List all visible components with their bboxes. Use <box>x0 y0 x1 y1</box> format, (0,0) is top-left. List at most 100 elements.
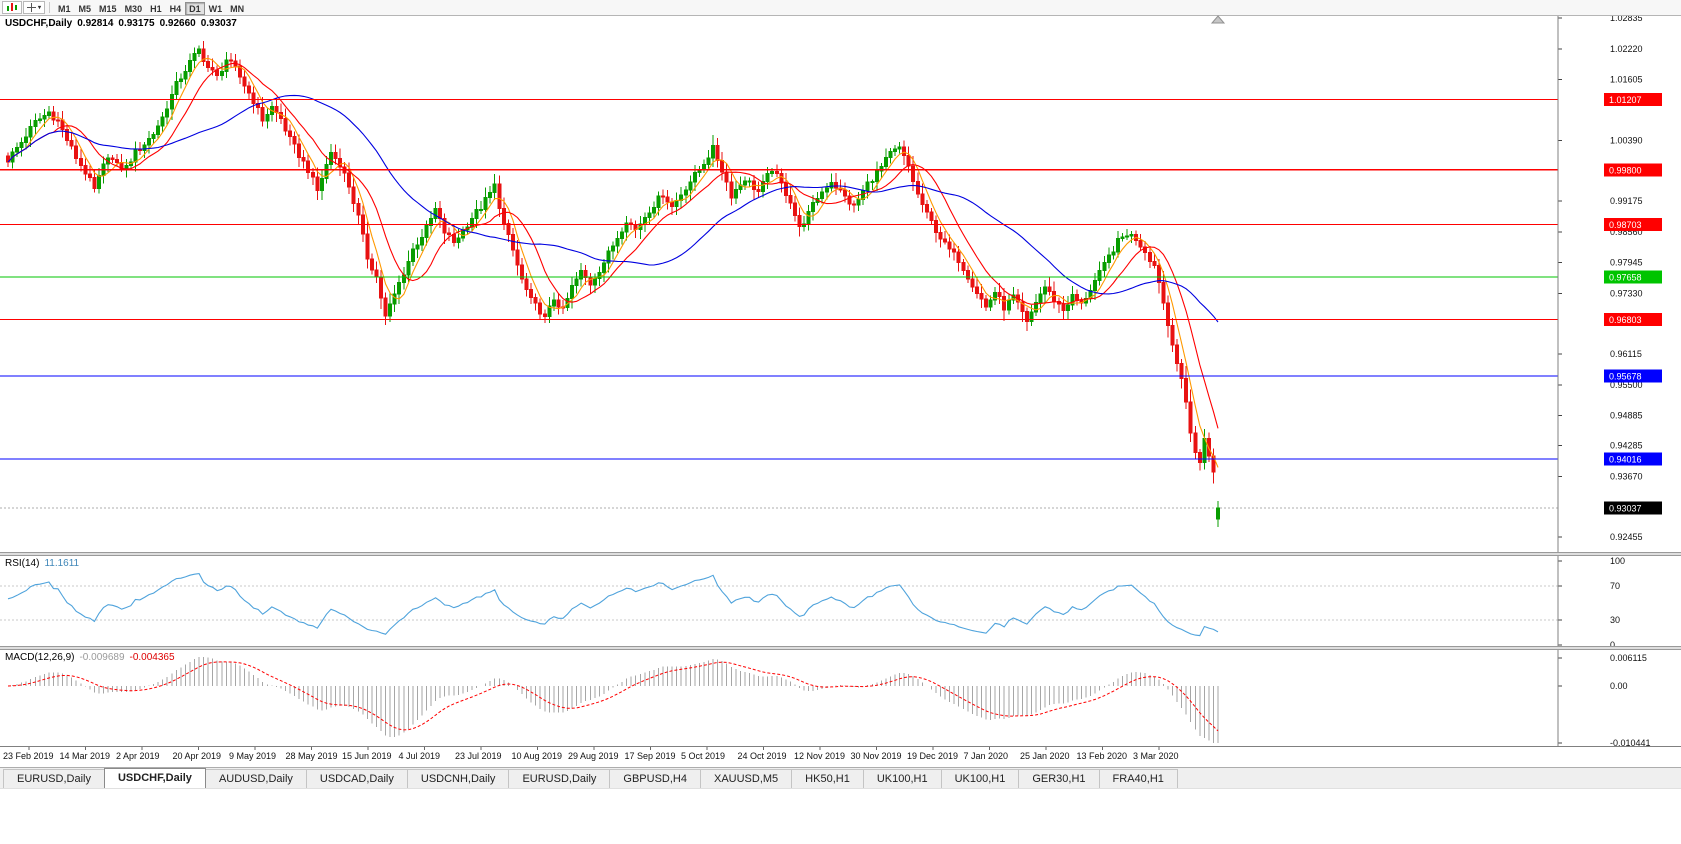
time-axis-label: 9 May 2019 <box>229 751 276 761</box>
price-tick-label: 0.99175 <box>1610 196 1643 206</box>
ma-line-34 <box>7 94 1219 323</box>
rsi-scale-label: 100 <box>1610 556 1625 566</box>
chart-tab-uk100-h1[interactable]: UK100,H1 <box>940 769 1020 788</box>
time-axis-label: 20 Apr 2019 <box>173 751 222 761</box>
hline-price-box <box>1604 313 1662 327</box>
time-axis-label: 28 May 2019 <box>286 751 338 761</box>
timeframe-button-m5[interactable]: M5 <box>75 2 96 15</box>
hline-price-label: 0.94016 <box>1609 454 1642 464</box>
current-price-box <box>1604 501 1662 515</box>
hline-price-label: 0.98703 <box>1609 220 1642 230</box>
hline-price-label: 0.95678 <box>1609 371 1642 381</box>
time-axis-label: 2 Apr 2019 <box>116 751 160 761</box>
current-price-label: 0.93037 <box>1609 503 1642 513</box>
timeframe-button-m15[interactable]: M15 <box>95 2 121 15</box>
hline-price-box <box>1604 163 1662 177</box>
chart-tab-xauusd-m5[interactable]: XAUUSD,M5 <box>699 769 793 788</box>
macd-scale-label: 0.00 <box>1610 681 1628 691</box>
hline-price-box <box>1604 369 1662 383</box>
time-axis-label: 13 Feb 2020 <box>1077 751 1128 761</box>
price-tick-label: 0.94885 <box>1610 411 1643 421</box>
time-axis-label: 4 Jul 2019 <box>399 751 441 761</box>
time-axis-label: 23 Jul 2019 <box>455 751 502 761</box>
time-axis-label: 30 Nov 2019 <box>851 751 902 761</box>
timeframe-button-m1[interactable]: M1 <box>54 2 75 15</box>
chart-canvas[interactable]: 1.02835 1.02220 1.01605 1.00390 0.99175 0.985… <box>0 0 1681 768</box>
price-tick-label: 0.97945 <box>1610 258 1643 268</box>
hline-price-box <box>1604 218 1662 232</box>
rsi-pane-splitter[interactable] <box>0 552 1681 556</box>
price-tick-label: 1.02835 <box>1610 13 1643 23</box>
chart-shift-marker[interactable] <box>1210 15 1226 24</box>
status-area <box>0 788 1681 844</box>
chart-tab-uk100-h1[interactable]: UK100,H1 <box>862 769 942 788</box>
chart-tab-hk50-h1[interactable]: HK50,H1 <box>791 769 864 788</box>
macd-scale-label: 0.006115 <box>1610 653 1647 663</box>
macd-histogram <box>12 656 1219 743</box>
chart-tab-bar: EURUSD,Daily USDCHF,Daily AUDUSD,Daily USDC… <box>0 767 1681 788</box>
time-axis-label: 25 Jan 2020 <box>1020 751 1070 761</box>
time-axis-label: 15 Jun 2019 <box>342 751 392 761</box>
chart-tab-usdchf-daily[interactable]: USDCHF,Daily <box>103 768 206 788</box>
chart-tab-usdcnh-daily[interactable]: USDCNH,Daily <box>406 769 510 788</box>
ma-line-5 <box>7 57 1219 468</box>
timeframe-button-m30[interactable]: M30 <box>121 2 147 15</box>
chevron-down-icon: ▾ <box>38 5 42 11</box>
time-axis-label: 23 Feb 2019 <box>3 751 54 761</box>
rsi-scale-label: 70 <box>1610 581 1620 591</box>
price-tick-label: 0.97330 <box>1610 288 1643 298</box>
crosshair-icon <box>27 3 36 12</box>
timeframe-button-w1[interactable]: W1 <box>205 2 227 15</box>
price-axis[interactable]: 1.02835 1.02220 1.01605 1.00390 0.99175 0.985… <box>1558 13 1643 542</box>
macd-pane-splitter[interactable] <box>0 646 1681 650</box>
price-tick-label: 0.94285 <box>1610 441 1643 451</box>
time-axis-label: 19 Dec 2019 <box>907 751 958 761</box>
price-tick-label: 0.98560 <box>1610 227 1643 237</box>
rsi-line <box>7 573 1219 637</box>
time-axis-label: 24 Oct 2019 <box>738 751 787 761</box>
timeframe-button-group: M1 M5 M15 M30 H1 H4 D1 W1 MN <box>54 0 248 17</box>
time-axis[interactable]: 23 Feb 2019 14 Mar 2019 2 Apr 2019 20 Apr 2… <box>3 747 1179 761</box>
chart-tab-ger30-h1[interactable]: GER30,H1 <box>1018 769 1100 788</box>
hline-price-box <box>1604 92 1662 106</box>
crosshair-tool-button[interactable]: ▾ <box>23 1 46 14</box>
timeframe-button-h1[interactable]: H1 <box>146 2 166 15</box>
bar-chart-tool-button[interactable] <box>2 1 22 14</box>
price-tick-label: 1.00390 <box>1610 135 1643 145</box>
time-axis-label: 17 Sep 2019 <box>625 751 676 761</box>
timeframe-button-mn[interactable]: MN <box>226 2 248 15</box>
time-axis-label: 5 Oct 2019 <box>681 751 725 761</box>
rsi-scale-label: 30 <box>1610 615 1620 625</box>
price-tick-label: 0.93670 <box>1610 471 1643 481</box>
price-tick-label: 0.92455 <box>1610 532 1643 542</box>
chart-tab-gbpusd-h4[interactable]: GBPUSD,H4 <box>609 769 701 788</box>
time-axis-label: 7 Jan 2020 <box>964 751 1009 761</box>
macd-signal-line <box>7 661 1219 732</box>
hline-price-box <box>1604 452 1662 466</box>
price-tick-label: 1.02220 <box>1610 44 1643 54</box>
time-axis-label: 3 Mar 2020 <box>1133 751 1179 761</box>
timeframe-button-d1[interactable]: D1 <box>185 2 205 15</box>
chart-tab-fra40-h1[interactable]: FRA40,H1 <box>1098 769 1178 788</box>
time-axis-label: 14 Mar 2019 <box>60 751 111 761</box>
price-tick-label: 0.95500 <box>1610 380 1643 390</box>
macd-scale-label: -0.010441 <box>1610 738 1651 748</box>
chart-tab-usdcad-daily[interactable]: USDCAD,Daily <box>305 769 408 788</box>
time-axis-label: 12 Nov 2019 <box>794 751 845 761</box>
hline-price-label: 1.01207 <box>1609 95 1642 105</box>
time-axis-label: 10 Aug 2019 <box>512 751 563 761</box>
chart-tab-eurusd-daily[interactable]: EURUSD,Daily <box>508 769 611 788</box>
hline-price-label: 0.97658 <box>1609 272 1642 282</box>
ma-line-11 <box>7 62 1219 429</box>
chart-tab-eurusd-daily[interactable]: EURUSD,Daily <box>3 769 105 788</box>
toolbar-separator <box>49 2 51 13</box>
time-axis-label: 29 Aug 2019 <box>568 751 619 761</box>
bar-chart-icon <box>7 3 17 11</box>
price-tick-label: 1.01605 <box>1610 75 1643 85</box>
chart-background <box>0 0 1681 768</box>
rsi-scale-label: 0 <box>1610 640 1615 650</box>
candles-layer <box>6 41 1220 527</box>
timeframe-button-h4[interactable]: H4 <box>166 2 186 15</box>
chart-tab-audusd-daily[interactable]: AUDUSD,Daily <box>204 769 307 788</box>
